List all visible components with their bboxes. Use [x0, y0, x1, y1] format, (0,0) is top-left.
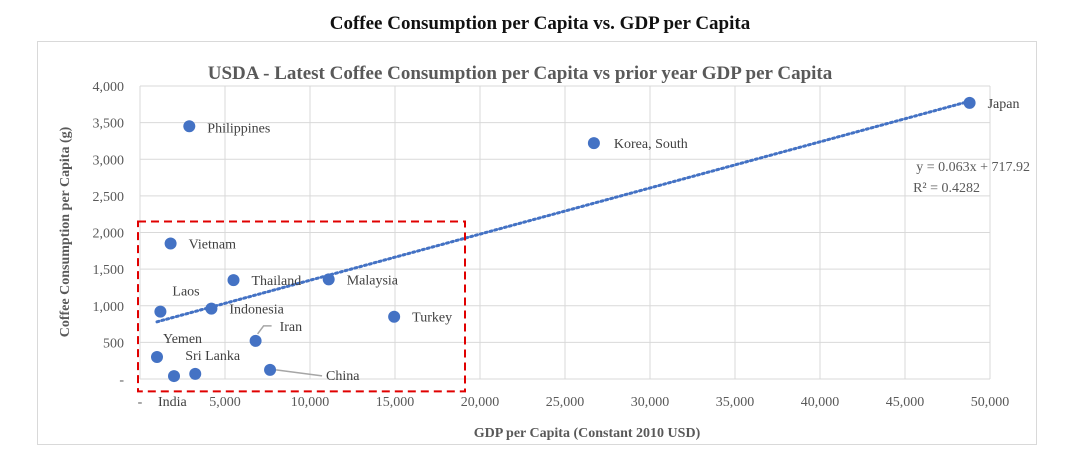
x-tick-label: 10,000: [291, 395, 330, 410]
y-tick-label: 2,000: [93, 227, 125, 242]
x-tick-label: -: [138, 395, 143, 410]
x-tick-label: 5,000: [209, 395, 241, 410]
data-label: Thailand: [252, 274, 302, 289]
data-label: India: [158, 395, 188, 410]
x-tick-label: 25,000: [546, 395, 585, 410]
highlight-rect: [137, 220, 466, 393]
data-label: Philippines: [207, 121, 270, 136]
leader-line: [275, 369, 323, 377]
data-point: [168, 370, 180, 383]
data-point: [227, 274, 240, 287]
x-tick-label: 45,000: [886, 395, 925, 410]
y-tick-label: 1,000: [93, 300, 125, 315]
highlight-box: [137, 220, 466, 393]
data-label: Laos: [172, 285, 199, 300]
data-points: [151, 96, 976, 383]
data-label: Vietnam: [189, 237, 236, 252]
data-label: Japan: [988, 97, 1020, 112]
data-label: Indonesia: [229, 303, 284, 318]
chart-frame: [37, 41, 1037, 445]
data-point: [249, 334, 262, 347]
x-tick-label: 35,000: [716, 395, 755, 410]
data-point: [151, 351, 163, 364]
data-point: [205, 302, 218, 315]
x-tick-label: 20,000: [461, 395, 500, 410]
y-tick-label: 4,000: [93, 80, 125, 95]
y-tick-label: 2,500: [93, 190, 125, 205]
gridlines: [139, 85, 991, 380]
data-label: Turkey: [412, 311, 452, 326]
trendline-equation: y = 0.063x + 717.92: [916, 160, 1030, 175]
data-label: China: [326, 369, 360, 384]
chart-title: Coffee Consumption per Capita vs. GDP pe…: [329, 13, 751, 34]
x-axis-title: GDP per Capita (Constant 2010 USD): [474, 426, 701, 441]
data-point: [154, 305, 167, 318]
x-tick-label: 30,000: [631, 395, 670, 410]
data-point: [189, 367, 202, 380]
x-tick-label: 50,000: [971, 395, 1010, 410]
data-label: Yemen: [163, 332, 202, 347]
y-axis-title: Coffee Consumption per Capita (g): [58, 126, 73, 337]
data-point: [264, 363, 277, 376]
data-label: Iran: [280, 320, 303, 335]
trendline-r2: R² = 0.4282: [913, 181, 980, 196]
data-label: Malaysia: [347, 273, 399, 288]
chart-subtitle: USDA - Latest Coffee Consumption per Cap…: [208, 63, 833, 84]
data-point: [388, 310, 401, 323]
data-labels: Japan Korea, South Philippines Vietnam Thail…: [158, 97, 1019, 410]
data-point: [963, 96, 976, 109]
trendline-path: [155, 99, 972, 324]
y-tick-label: -: [119, 373, 124, 388]
data-point: [322, 273, 335, 286]
trendline: [155, 99, 972, 324]
y-tick-label: 3,000: [93, 153, 125, 168]
y-tick-label: 3,500: [93, 117, 125, 132]
y-tick-label: 500: [103, 336, 124, 351]
x-axis-ticks: - 5,000 10,000 15,000 20,000 25,000 30,000 35,0…: [138, 395, 1010, 410]
y-tick-label: 1,500: [93, 263, 125, 278]
leader-line: [257, 325, 272, 335]
data-point: [587, 137, 600, 150]
y-axis-ticks: - 500 1,000 1,500 2,000 2,500 3,000 3,500 4,000: [93, 80, 125, 388]
data-point: [183, 120, 196, 133]
data-label: Sri Lanka: [185, 349, 241, 364]
x-tick-label: 40,000: [801, 395, 840, 410]
data-label: Korea, South: [614, 137, 688, 152]
x-tick-label: 15,000: [376, 395, 415, 410]
data-point: [164, 237, 177, 250]
